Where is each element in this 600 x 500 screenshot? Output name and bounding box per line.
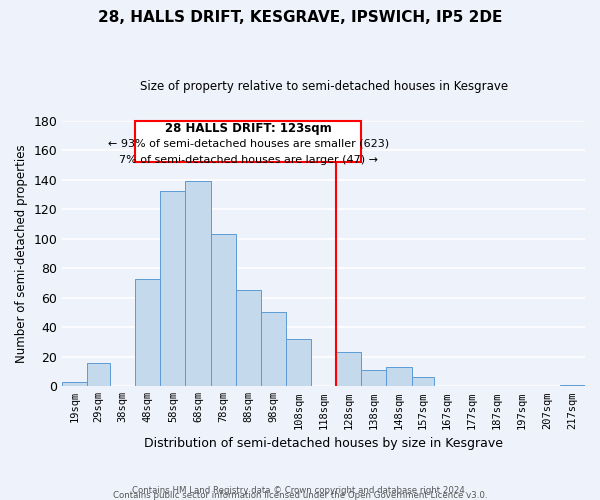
Y-axis label: Number of semi-detached properties: Number of semi-detached properties: [15, 144, 28, 362]
Bar: [135, 278, 160, 386]
Bar: [62, 382, 88, 386]
Bar: [412, 378, 434, 386]
Bar: [386, 367, 412, 386]
Bar: [160, 192, 185, 386]
Text: 7% of semi-detached houses are larger (47) →: 7% of semi-detached houses are larger (4…: [119, 154, 378, 164]
Bar: [211, 234, 236, 386]
Bar: [88, 362, 110, 386]
Bar: [261, 312, 286, 386]
Bar: [361, 370, 386, 386]
Text: ← 93% of semi-detached houses are smaller (623): ← 93% of semi-detached houses are smalle…: [107, 138, 389, 148]
Bar: [560, 385, 585, 386]
Bar: [236, 290, 261, 386]
Text: Contains HM Land Registry data © Crown copyright and database right 2024.: Contains HM Land Registry data © Crown c…: [132, 486, 468, 495]
FancyBboxPatch shape: [135, 120, 361, 162]
Bar: [185, 181, 211, 386]
Text: 28 HALLS DRIFT: 123sqm: 28 HALLS DRIFT: 123sqm: [165, 122, 332, 135]
Bar: [336, 352, 361, 386]
X-axis label: Distribution of semi-detached houses by size in Kesgrave: Distribution of semi-detached houses by …: [144, 437, 503, 450]
Title: Size of property relative to semi-detached houses in Kesgrave: Size of property relative to semi-detach…: [140, 80, 508, 93]
Text: Contains public sector information licensed under the Open Government Licence v3: Contains public sector information licen…: [113, 490, 487, 500]
Text: 28, HALLS DRIFT, KESGRAVE, IPSWICH, IP5 2DE: 28, HALLS DRIFT, KESGRAVE, IPSWICH, IP5 …: [98, 10, 502, 25]
Bar: [286, 339, 311, 386]
